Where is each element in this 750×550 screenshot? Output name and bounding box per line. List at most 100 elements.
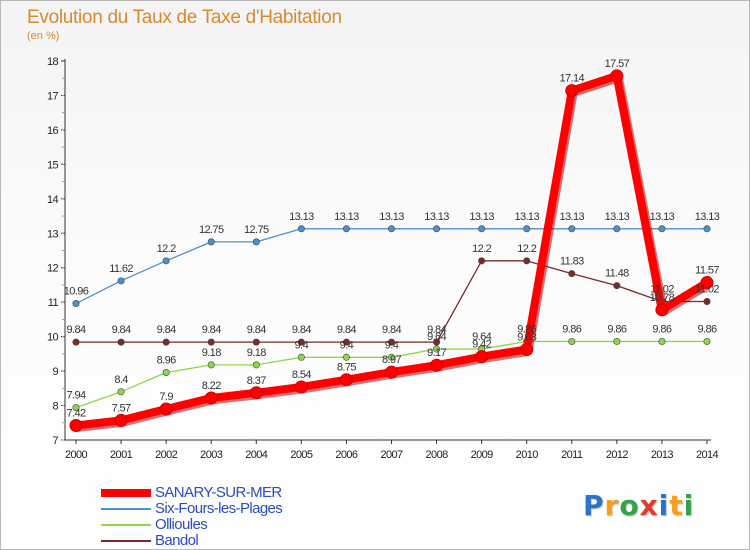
data-point [610,69,624,83]
y-tick-label: 12 [47,263,59,275]
data-point [342,338,350,346]
data-point [72,300,80,308]
data-point [568,337,576,345]
y-tick-label: 8 [52,401,58,413]
data-point [207,361,215,369]
data-point [433,338,441,346]
data-point [252,238,260,246]
data-label: 9.84 [292,324,311,336]
data-label: 9.4 [385,339,399,351]
logo-letter: i [658,489,670,522]
legend-swatch-bandol [101,540,151,542]
y-tick-label: 14 [47,194,59,206]
data-label: 13.13 [650,211,675,223]
data-label: 9.84 [66,324,85,336]
data-label: 12.2 [157,243,176,255]
data-point [520,342,534,356]
data-point [385,365,398,379]
data-point [433,225,441,233]
data-point [297,338,305,346]
y-tick-label: 10 [47,332,59,344]
data-label: 10.78 [650,292,675,304]
logo-letter: o [619,489,640,522]
data-point [568,270,576,278]
data-label: 9.17 [427,347,446,359]
data-point [387,353,395,361]
data-label: 17.14 [560,73,585,85]
data-point [252,338,260,346]
x-tick-label: 2006 [335,449,358,461]
data-point [117,338,125,346]
data-label: 11.57 [695,265,719,277]
data-label: 13.13 [424,211,449,223]
data-point [69,419,83,433]
x-tick-label: 2005 [290,449,313,461]
data-point [162,338,170,346]
data-point [478,225,486,233]
data-label: 9.84 [202,324,221,336]
data-point [252,361,260,369]
x-tick-label: 2012 [606,449,629,461]
data-label: 9.64 [427,331,446,343]
data-label: 13.13 [560,211,585,223]
data-point [430,358,444,372]
data-label: 13.13 [469,211,494,223]
data-point [658,225,666,233]
data-label: 9.84 [157,324,176,336]
x-tick-label: 2002 [155,449,178,461]
data-point [207,238,215,246]
y-tick-label: 7 [52,435,58,447]
data-label: 12.2 [472,243,491,255]
logo-letter: i [683,489,695,522]
data-label: 7.57 [112,402,131,414]
data-point [342,225,350,233]
data-point [523,225,531,233]
data-point [162,257,170,265]
data-point [159,402,173,416]
data-label: 9.84 [112,324,131,336]
y-tick-label: 15 [47,159,59,171]
data-label: 8.96 [157,354,176,366]
data-point [655,303,669,317]
data-label: 9.84 [382,324,401,336]
data-label: 11.62 [109,263,133,275]
data-label: 12.2 [517,243,536,255]
data-label: 9.86 [562,323,581,335]
data-label: 7.94 [66,390,85,402]
y-tick-label: 11 [48,297,59,309]
data-point [162,368,170,376]
data-point [478,257,486,265]
data-label: 12.75 [244,224,269,236]
data-label: 9.86 [607,323,626,335]
data-label: 8.75 [337,362,356,374]
data-point [249,386,263,400]
y-tick-label: 18 [47,56,59,68]
data-label: 9.63 [517,331,536,343]
data-point [114,413,128,427]
y-tick-label: 17 [47,90,59,102]
y-tick-label: 16 [47,125,59,137]
logo-letter: r [604,489,620,522]
data-point [297,353,305,361]
data-label: 8.54 [292,369,311,381]
data-point [658,337,666,345]
y-tick-label: 13 [47,228,59,240]
data-label: 11.83 [560,256,584,268]
x-tick-label: 2009 [471,449,494,461]
legend-swatch-ollioules [101,524,151,526]
data-label: 9.4 [340,339,354,351]
data-label: 8.97 [382,354,401,366]
x-tick-label: 2007 [380,449,403,461]
data-label: 9.86 [652,323,671,335]
legend-label-sanary: SANARY-SUR-MER [155,484,282,501]
data-label: 11.02 [695,283,719,295]
data-label: 9.84 [337,324,356,336]
data-point [700,276,714,290]
x-tick-label: 2013 [651,449,674,461]
data-point [342,353,350,361]
legend-swatch-sanary [101,489,151,497]
legend-label-bandol: Bandol [155,532,199,549]
series-line-1 [75,228,707,305]
